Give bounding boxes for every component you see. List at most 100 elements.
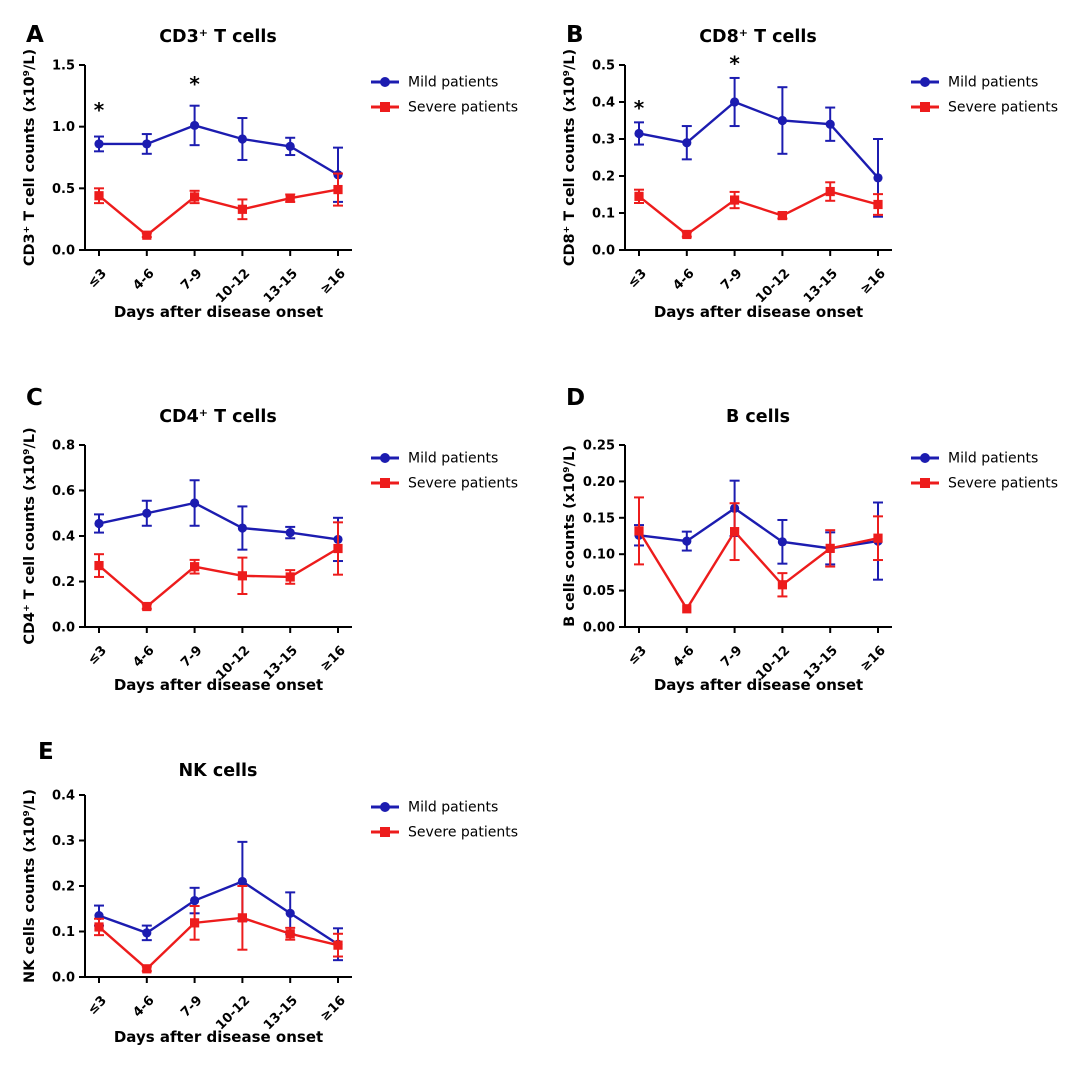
data-point-marker	[237, 913, 247, 923]
legend-label: Mild patients	[408, 800, 498, 816]
legend-marker-square-icon	[380, 827, 390, 837]
series-line	[98, 916, 339, 971]
panel-B: B CD8⁺ T cells CD8⁺ T cell counts (x10⁹/L)…	[562, 22, 1058, 321]
data-point-marker	[682, 229, 692, 240]
data-point-marker	[634, 191, 644, 201]
x-tick-label: 10-12	[753, 266, 793, 306]
data-point-marker	[285, 527, 295, 538]
data-point-marker	[777, 115, 787, 126]
data-point-marker	[873, 533, 883, 543]
y-tick-label: 0.15	[583, 511, 615, 526]
legend-item: Severe patients	[911, 476, 1058, 492]
y-tick-label: 0.6	[52, 484, 75, 499]
y-tick-label: 0.2	[52, 575, 75, 590]
x-axis-label: Days after disease onset	[654, 303, 863, 321]
data-point-marker	[333, 543, 343, 554]
data-point-marker	[873, 199, 883, 210]
legend-item: Mild patients	[371, 451, 498, 467]
x-tick-label: 7-9	[178, 266, 205, 293]
data-point-marker	[237, 134, 247, 144]
data-point-marker	[285, 193, 295, 203]
legend-item: Severe patients	[911, 100, 1058, 116]
y-tick-label: 0.0	[52, 244, 75, 259]
legend-marker-circle-icon	[920, 453, 930, 463]
y-tick-label: 0.1	[592, 207, 615, 222]
x-tick-label: 7-9	[178, 993, 205, 1020]
series-mild	[634, 76, 883, 218]
x-tick-label: ≤3	[85, 266, 110, 291]
series-severe	[634, 181, 883, 240]
significance-asterisk: *	[189, 72, 200, 96]
series-line	[98, 188, 339, 237]
data-point-marker	[237, 571, 247, 581]
y-tick-label: 0.1	[52, 925, 75, 940]
legend-label: Mild patients	[948, 75, 1038, 91]
data-point-marker	[190, 192, 200, 202]
legend-marker-circle-icon	[380, 77, 390, 87]
x-tick-label: 7-9	[178, 643, 205, 670]
legend-label: Severe patients	[948, 100, 1058, 116]
legend-label: Mild patients	[408, 451, 498, 467]
data-point-marker	[237, 204, 247, 214]
x-axis-label: Days after disease onset	[114, 676, 323, 694]
data-point-marker	[634, 128, 644, 139]
data-point-marker	[190, 120, 200, 131]
legend-item: Severe patients	[371, 100, 518, 116]
legend-item: Severe patients	[371, 476, 518, 492]
chart-title: CD3⁺ T cells	[159, 27, 277, 47]
x-axis-label: Days after disease onset	[114, 1028, 323, 1046]
legend: Mild patients Severe patients	[911, 75, 1058, 116]
chart-title: CD8⁺ T cells	[699, 27, 817, 47]
series-severe	[634, 496, 883, 614]
y-tick-label: 0.3	[592, 133, 615, 148]
x-tick-label: 10-12	[213, 266, 253, 306]
y-tick-label: 1.5	[52, 59, 75, 74]
panel-letter: E	[38, 739, 54, 765]
series-line	[638, 190, 879, 236]
series-line	[98, 880, 339, 946]
data-point-marker	[190, 498, 200, 508]
x-tick-label: ≤3	[85, 993, 110, 1018]
y-tick-label: 0.0	[52, 971, 75, 986]
panel-C: C CD4⁺ T cells CD4⁺ T cell counts (x10⁹/L)…	[22, 385, 518, 694]
data-point-marker	[285, 572, 295, 582]
series-line	[637, 529, 879, 612]
data-point-marker	[682, 536, 692, 546]
legend-label: Severe patients	[408, 100, 518, 116]
data-point-marker	[682, 604, 692, 614]
legend-item: Mild patients	[911, 75, 1038, 91]
series-severe	[94, 521, 343, 612]
legend: Mild patients Severe patients	[911, 451, 1058, 492]
y-tick-label: 0.4	[52, 530, 75, 545]
significance-asterisk: *	[94, 98, 105, 122]
y-tick-label: 0.4	[592, 96, 615, 111]
x-axis-label: Days after disease onset	[654, 676, 863, 694]
series-line	[638, 506, 879, 550]
chart-title: NK cells	[179, 761, 258, 781]
x-tick-label: 4-6	[130, 643, 157, 670]
legend-marker-square-icon	[380, 102, 390, 112]
x-tick-label: 4-6	[130, 993, 157, 1020]
legend-marker-square-icon	[380, 478, 390, 488]
data-point-marker	[190, 895, 200, 906]
data-point-marker	[285, 929, 295, 939]
data-point-marker	[190, 562, 200, 572]
x-tick-label: ≤3	[85, 643, 110, 668]
series-line	[98, 501, 339, 541]
chart-title: CD4⁺ T cells	[159, 407, 277, 427]
y-axis-label: NK cells counts (x10⁹/L)	[22, 789, 38, 983]
legend: Mild patients Severe patients	[371, 75, 518, 116]
series-line	[99, 124, 339, 176]
legend-item: Mild patients	[911, 451, 1038, 467]
legend-label: Severe patients	[948, 476, 1058, 492]
data-point-marker	[730, 97, 740, 107]
data-point-marker	[142, 964, 152, 974]
data-point-marker	[142, 928, 152, 938]
y-tick-label: 0.5	[52, 182, 75, 197]
data-point-marker	[333, 184, 343, 195]
data-point-marker	[190, 918, 200, 928]
series-severe	[94, 885, 343, 974]
y-tick-label: 1.0	[52, 120, 75, 135]
